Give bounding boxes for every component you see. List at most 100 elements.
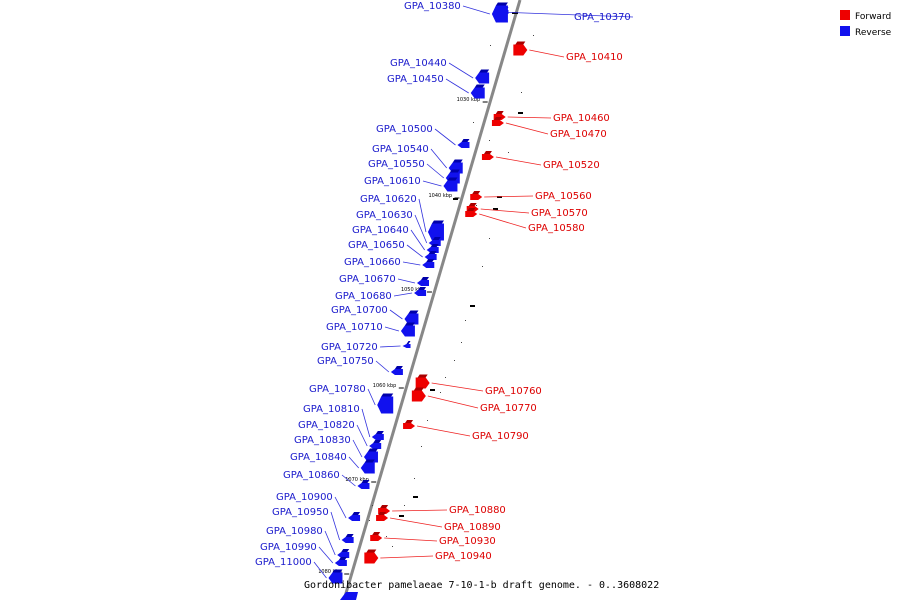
feature-dot [440,392,441,393]
gene-label[interactable]: GPA_10500 [376,124,433,135]
legend-label-reverse: Reverse [855,28,892,38]
tick-label: 1060 kbp [373,383,397,389]
gene-label[interactable]: GPA_10620 [360,194,417,205]
gene-feature[interactable] [424,251,437,260]
gene-label[interactable]: GPA_10370 [574,12,631,23]
gene-label[interactable]: GPA_10880 [449,505,506,516]
label-leader-line [375,360,390,373]
gene-label[interactable]: GPA_10820 [298,420,355,431]
feature-dot [386,536,387,537]
gene-label[interactable]: GPA_10930 [439,536,496,547]
gene-feature[interactable] [414,287,427,296]
gene-label[interactable]: GPA_10950 [272,507,329,518]
gene-feature[interactable] [404,310,419,325]
label-leader-line [356,424,368,447]
gene-label[interactable]: GPA_10630 [356,210,413,221]
gene-label[interactable]: GPA_10440 [390,58,447,69]
gene-label[interactable]: GPA_10640 [352,225,409,236]
gene-feature[interactable] [334,557,347,566]
gene-feature[interactable] [457,139,470,148]
gene-feature[interactable] [416,277,429,286]
gene-feature[interactable] [402,341,411,348]
gene-label[interactable]: GPA_10660 [344,257,401,268]
gene-label[interactable]: GPA_10650 [348,240,405,251]
gene-label[interactable]: GPA_10680 [335,291,392,302]
label-leader-line [480,208,530,214]
gene-label[interactable]: GPA_10770 [480,403,537,414]
label-leader-line [445,78,469,94]
gene-label[interactable]: GPA_10700 [331,305,388,316]
gene-label[interactable]: GPA_10570 [531,208,588,219]
gene-label[interactable]: GPA_10380 [404,1,461,12]
gene-features [328,2,528,600]
gene-feature[interactable] [357,480,370,489]
feature-dot [533,35,534,36]
gene-label[interactable]: GPA_10990 [260,542,317,553]
tick-label: 1050 kbp [401,287,425,293]
gene-label[interactable]: GPA_10560 [535,191,592,202]
gene-feature[interactable] [369,440,382,449]
gene-feature[interactable] [377,393,394,414]
gene-label[interactable]: GPA_10720 [321,342,378,353]
gene-label[interactable]: GPA_10460 [553,113,610,124]
label-leader-line [393,292,413,297]
gene-label[interactable]: GPA_10890 [444,522,501,533]
gene-feature[interactable] [376,512,389,521]
gene-label[interactable]: GPA_10980 [266,526,323,537]
gene-feature[interactable] [360,459,375,474]
gene-feature[interactable] [481,151,494,160]
label-leader-line [313,561,327,579]
gene-feature[interactable] [364,549,379,564]
gene-label[interactable]: GPA_10860 [283,470,340,481]
gene-label[interactable]: GPA_11000 [255,557,312,568]
gene-feature[interactable] [328,569,343,584]
gene-label[interactable]: GPA_10840 [290,452,347,463]
gene-feature[interactable] [443,177,458,192]
gene-label[interactable]: GPA_10780 [309,384,366,395]
gene-label[interactable]: GPA_10710 [326,322,383,333]
feature-dot [392,546,393,547]
feature-dot [421,446,422,447]
gene-label[interactable]: GPA_10750 [317,356,374,367]
gene-feature[interactable] [390,366,403,375]
gene-label[interactable]: GPA_10830 [294,435,351,446]
gene-label[interactable]: GPA_10760 [485,386,542,397]
gene-feature[interactable] [491,117,504,126]
gene-feature[interactable] [475,69,490,84]
gene-feature[interactable] [415,374,430,389]
gene-feature[interactable] [422,259,435,268]
gene-feature[interactable] [513,41,528,56]
feature-dot [508,152,509,153]
gene-feature[interactable] [371,431,384,440]
gene-label[interactable]: GPA_10550 [368,159,425,170]
gene-feature[interactable] [337,549,350,558]
gene-feature[interactable] [427,220,444,241]
gene-feature[interactable] [411,387,426,402]
gene-label[interactable]: GPA_10520 [543,160,600,171]
gene-label[interactable]: GPA_10410 [566,52,623,63]
gene-label[interactable]: GPA_10450 [387,74,444,85]
gene-feature[interactable] [403,420,416,429]
gene-label[interactable]: GPA_10790 [472,431,529,442]
gene-label[interactable]: GPA_10580 [528,223,585,234]
gene-feature[interactable] [465,208,478,217]
label-leader-line [422,180,442,187]
feature-dot [461,342,462,343]
feature-dot [445,377,446,378]
label-leader-line [392,509,448,512]
gene-label[interactable]: GPA_10470 [550,129,607,140]
gene-label[interactable]: GPA_10940 [435,551,492,562]
gene-label[interactable]: GPA_10610 [364,176,421,187]
gene-feature[interactable] [370,532,383,541]
gene-label[interactable]: GPA_10670 [339,274,396,285]
gene-feature[interactable] [400,322,415,337]
gene-label[interactable]: GPA_10900 [276,492,333,503]
gene-feature[interactable] [470,191,483,200]
gene-feature[interactable] [491,2,508,23]
gene-feature[interactable] [341,534,354,543]
gene-feature[interactable] [348,512,361,521]
feature-dot [453,198,458,200]
gene-feature[interactable] [470,84,485,99]
gene-label[interactable]: GPA_10540 [372,144,429,155]
gene-label[interactable]: GPA_10810 [303,404,360,415]
